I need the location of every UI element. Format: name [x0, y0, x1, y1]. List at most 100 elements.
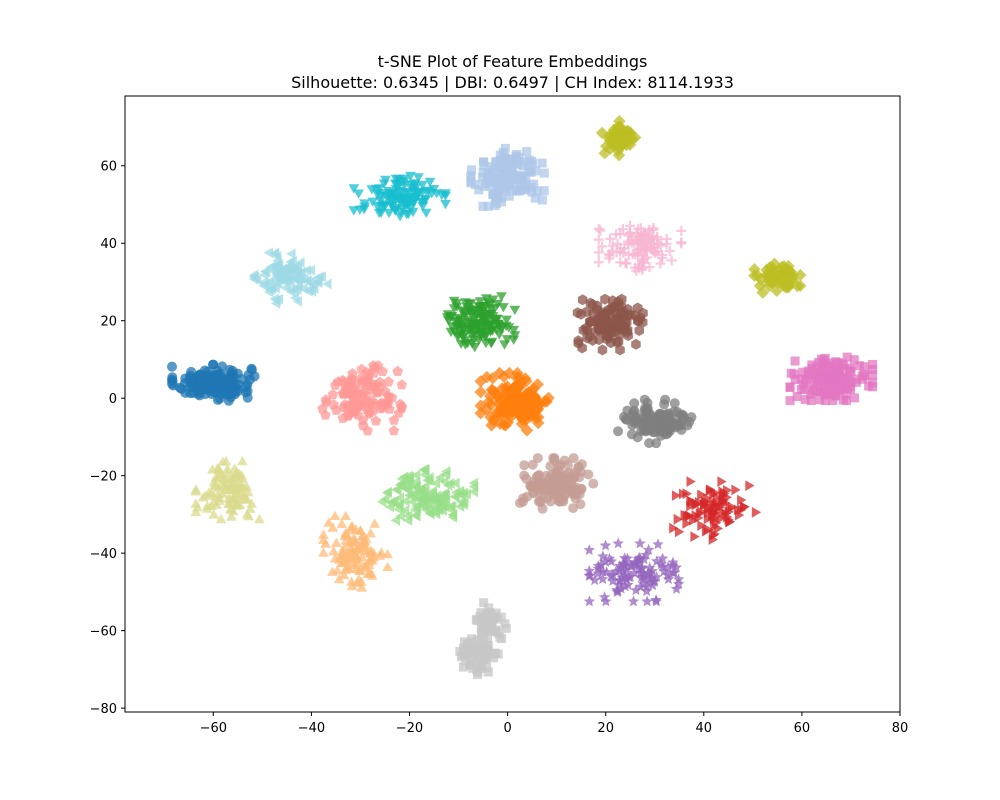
data-point	[583, 469, 594, 480]
data-point	[237, 456, 248, 466]
data-point	[510, 371, 524, 385]
data-point	[509, 305, 521, 316]
data-point	[190, 506, 202, 517]
data-point	[629, 398, 640, 409]
data-point	[679, 488, 689, 500]
data-point	[479, 640, 489, 650]
data-point	[830, 365, 840, 375]
data-point	[296, 266, 307, 278]
data-point	[316, 271, 327, 282]
data-point	[603, 249, 614, 260]
data-point	[185, 388, 196, 399]
data-point	[242, 509, 253, 519]
data-point	[545, 496, 556, 507]
cluster-6	[669, 476, 762, 545]
data-point	[383, 208, 395, 219]
x-tick-label: 0	[503, 721, 511, 736]
data-point	[785, 382, 795, 392]
data-point	[524, 397, 537, 410]
data-point	[635, 571, 648, 583]
data-point	[424, 177, 436, 188]
data-point	[828, 379, 838, 389]
data-point	[616, 136, 629, 149]
data-point	[394, 212, 406, 222]
data-point	[566, 479, 577, 490]
data-point	[537, 195, 547, 205]
data-point	[375, 196, 386, 206]
data-point	[476, 323, 488, 333]
data-point	[621, 552, 634, 564]
data-point	[594, 324, 605, 336]
data-point	[384, 501, 394, 513]
data-point	[500, 396, 513, 410]
data-point	[851, 377, 861, 387]
data-point	[490, 626, 500, 636]
data-point	[608, 295, 618, 307]
data-point	[497, 634, 507, 644]
x-tick-label: −40	[298, 721, 325, 736]
data-point	[610, 565, 622, 577]
data-point	[270, 248, 280, 259]
data-point	[206, 383, 217, 394]
data-point	[559, 455, 570, 466]
data-point	[333, 574, 345, 584]
data-point	[323, 517, 334, 527]
data-point	[615, 243, 626, 254]
data-point	[289, 261, 299, 273]
data-point	[490, 648, 500, 658]
data-point	[454, 501, 465, 512]
data-point	[489, 386, 502, 399]
data-point	[461, 488, 471, 500]
data-point	[478, 201, 488, 211]
data-point	[223, 395, 234, 406]
data-point	[410, 476, 421, 488]
data-point	[820, 390, 830, 400]
data-point	[513, 160, 523, 170]
data-point	[352, 557, 363, 567]
data-point	[473, 667, 483, 677]
data-point	[600, 595, 612, 607]
data-point	[731, 484, 741, 496]
data-point	[254, 513, 265, 524]
data-point	[474, 646, 484, 656]
data-point	[656, 426, 667, 437]
data-point	[271, 294, 281, 306]
data-point	[371, 189, 383, 199]
data-point	[483, 172, 493, 182]
data-point	[242, 487, 254, 497]
data-point	[366, 185, 378, 195]
data-point	[474, 185, 484, 195]
data-point	[650, 594, 662, 605]
data-point	[227, 484, 239, 495]
cluster-9	[514, 453, 599, 514]
data-point	[573, 335, 584, 347]
data-point	[686, 476, 696, 487]
data-point	[496, 323, 508, 333]
data-point	[640, 548, 652, 560]
data-point	[708, 499, 719, 510]
data-point	[393, 174, 404, 185]
data-point	[406, 490, 416, 501]
data-point	[521, 185, 531, 195]
data-point	[611, 144, 625, 158]
data-point	[219, 481, 231, 491]
data-point	[208, 359, 219, 370]
data-point	[405, 183, 417, 194]
data-point	[382, 390, 394, 401]
data-point	[468, 486, 479, 498]
data-point	[648, 224, 659, 235]
data-point	[400, 505, 410, 516]
data-point	[345, 537, 356, 547]
data-point	[473, 302, 485, 312]
data-point	[723, 485, 733, 496]
data-point	[794, 268, 807, 282]
data-point	[820, 396, 830, 406]
y-tick-label: 20	[100, 315, 117, 330]
data-point	[490, 195, 500, 205]
data-point	[687, 496, 697, 507]
data-point	[460, 637, 470, 647]
data-point	[484, 603, 494, 613]
data-point	[493, 190, 503, 200]
data-point	[531, 402, 545, 415]
data-point	[518, 404, 531, 417]
